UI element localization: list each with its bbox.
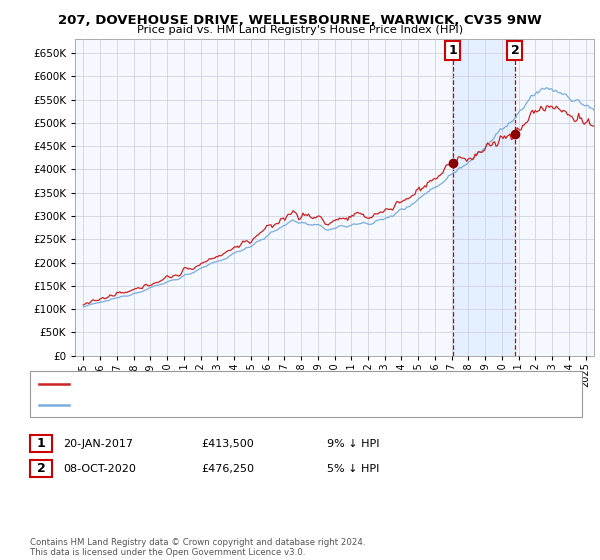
Text: 2: 2 — [37, 462, 46, 475]
Text: Contains HM Land Registry data © Crown copyright and database right 2024.
This d: Contains HM Land Registry data © Crown c… — [30, 538, 365, 557]
Text: 08-OCT-2020: 08-OCT-2020 — [63, 464, 136, 474]
Text: 1: 1 — [448, 44, 457, 57]
Text: 207, DOVEHOUSE DRIVE, WELLESBOURNE, WARWICK, CV35 9NW (detached house): 207, DOVEHOUSE DRIVE, WELLESBOURNE, WARW… — [75, 379, 484, 389]
Text: 1: 1 — [37, 437, 46, 450]
Text: 9% ↓ HPI: 9% ↓ HPI — [327, 438, 380, 449]
Text: 20-JAN-2017: 20-JAN-2017 — [63, 438, 133, 449]
Text: £413,500: £413,500 — [201, 438, 254, 449]
Text: Price paid vs. HM Land Registry's House Price Index (HPI): Price paid vs. HM Land Registry's House … — [137, 25, 463, 35]
Text: 207, DOVEHOUSE DRIVE, WELLESBOURNE, WARWICK, CV35 9NW: 207, DOVEHOUSE DRIVE, WELLESBOURNE, WARW… — [58, 14, 542, 27]
Text: 2: 2 — [511, 44, 520, 57]
Text: 5% ↓ HPI: 5% ↓ HPI — [327, 464, 379, 474]
Text: HPI: Average price, detached house, Stratford-on-Avon: HPI: Average price, detached house, Stra… — [75, 400, 342, 410]
Text: £476,250: £476,250 — [201, 464, 254, 474]
Bar — [452, 39, 515, 356]
